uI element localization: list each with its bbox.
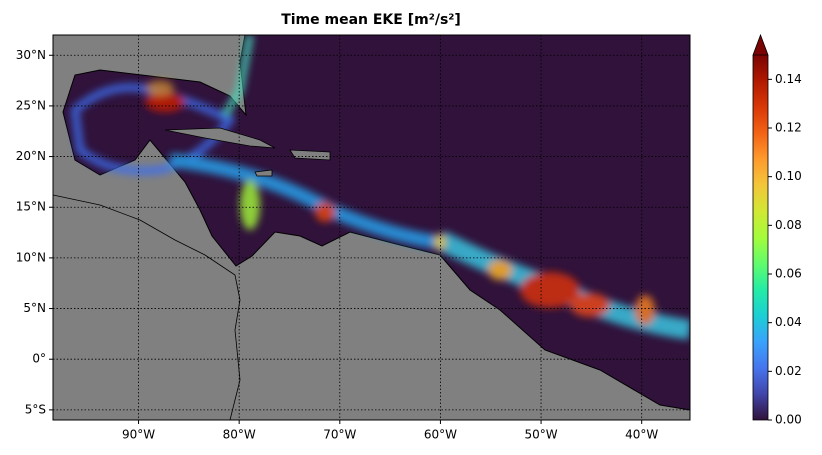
x-tick-label: 80°W: [223, 428, 256, 442]
colorbar-tick-label: 0.12: [775, 121, 802, 135]
colorbar-tick-label: 0.10: [775, 169, 802, 183]
colorbar-tick-label: 0.14: [775, 72, 802, 86]
y-tick-label: 5°S: [25, 402, 46, 416]
colorbar-tick-label: 0.04: [775, 315, 802, 329]
x-tick-label: 90°W: [122, 428, 155, 442]
y-tick-label: 15°N: [16, 200, 46, 214]
x-tick-label: 50°W: [524, 428, 557, 442]
x-tick-label: 60°W: [424, 428, 457, 442]
colorbar-tick-label: 0.08: [775, 218, 802, 232]
y-tick-label: 5°N: [23, 301, 46, 315]
colorbar-tick-label: 0.00: [775, 413, 802, 427]
y-tick-label: 10°N: [16, 250, 46, 264]
colorbar: 0.00 0.02 0.04 0.06 0.08 0.10 0.12 0.14: [752, 33, 802, 427]
colorbar-frame: [752, 55, 769, 421]
map-title: Time mean EKE [m²/s²]: [281, 12, 461, 28]
y-tick-label: 0°: [32, 352, 46, 366]
colorbar-gradient: [753, 55, 768, 420]
map-frame: [52, 34, 691, 421]
y-tick-label: 30°N: [16, 48, 46, 62]
map-field: [53, 35, 690, 420]
y-tick-label: 20°N: [16, 149, 46, 163]
x-tick-label: 70°W: [323, 428, 356, 442]
x-tick-label: 40°W: [625, 428, 658, 442]
colorbar-tick-label: 0.06: [775, 267, 802, 281]
y-tick-label: 25°N: [16, 98, 46, 112]
colorbar-extend: [752, 33, 769, 56]
colorbar-tick-label: 0.02: [775, 364, 802, 378]
